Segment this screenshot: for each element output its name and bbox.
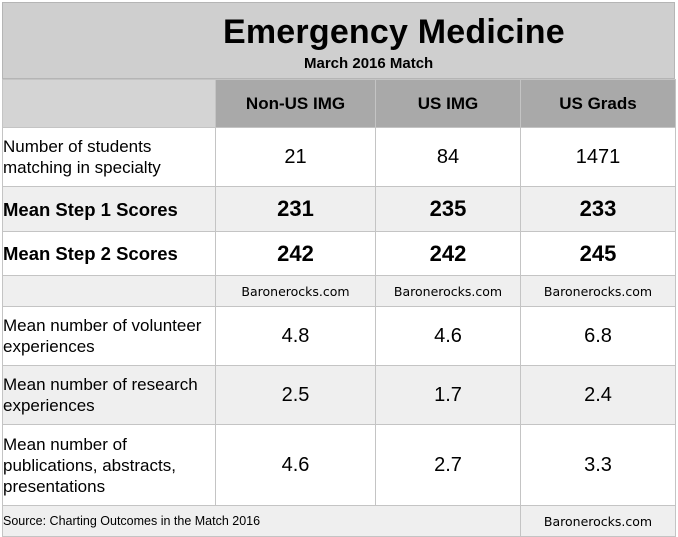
cell-value: 4.8 bbox=[215, 306, 376, 366]
cell-value: 1.7 bbox=[375, 365, 521, 425]
cell-value: 21 bbox=[215, 127, 376, 187]
row-label-publications: Mean number of publications, abstracts, … bbox=[2, 424, 216, 506]
page-title: Emergency Medicine bbox=[223, 13, 565, 51]
cell-value: 2.7 bbox=[375, 424, 521, 506]
cell-value: 84 bbox=[375, 127, 521, 187]
header-us-img: US IMG bbox=[375, 79, 521, 128]
header-us-grads: US Grads bbox=[520, 79, 676, 128]
cell-value: 6.8 bbox=[520, 306, 676, 366]
table-header-row: Non-US IMG US IMG US Grads bbox=[2, 79, 676, 128]
row-label-students: Number of students matching in specialty bbox=[2, 127, 216, 187]
row-label-volunteer: Mean number of volunteer experiences bbox=[2, 306, 216, 366]
watermark-row: Baronerocks.com Baronerocks.com Baronero… bbox=[2, 275, 676, 307]
cell-value: 3.3 bbox=[520, 424, 676, 506]
row-label-empty bbox=[2, 275, 216, 307]
cell-value: 1471 bbox=[520, 127, 676, 187]
cell-value: 235 bbox=[375, 186, 521, 232]
cell-value: 245 bbox=[520, 231, 676, 276]
table-row: Mean number of research experiences 2.5 … bbox=[2, 365, 676, 425]
cell-value: 231 bbox=[215, 186, 376, 232]
row-label-research: Mean number of research experiences bbox=[2, 365, 216, 425]
cell-value: 4.6 bbox=[215, 424, 376, 506]
table-row: Number of students matching in specialty… bbox=[2, 127, 676, 187]
table-row: Mean Step 1 Scores 231 235 233 bbox=[2, 186, 676, 232]
title-block: Emergency Medicine March 2016 Match bbox=[2, 2, 675, 79]
table-row: Mean number of publications, abstracts, … bbox=[2, 424, 676, 506]
footer-watermark: Baronerocks.com bbox=[520, 505, 676, 537]
match-stats-table: Non-US IMG US IMG US Grads Number of stu… bbox=[2, 79, 676, 537]
watermark-text: Baronerocks.com bbox=[375, 275, 521, 307]
watermark-text: Baronerocks.com bbox=[215, 275, 376, 307]
row-label-step2: Mean Step 2 Scores bbox=[2, 231, 216, 276]
cell-value: 242 bbox=[215, 231, 376, 276]
cell-value: 2.5 bbox=[215, 365, 376, 425]
header-non-us-img: Non-US IMG bbox=[215, 79, 376, 128]
row-label-text: Number of students matching in specialty bbox=[3, 137, 161, 177]
row-label-step1: Mean Step 1 Scores bbox=[2, 186, 216, 232]
cell-value: 4.6 bbox=[375, 306, 521, 366]
cell-value: 242 bbox=[375, 231, 521, 276]
cell-value: 2.4 bbox=[520, 365, 676, 425]
footer-row: Source: Charting Outcomes in the Match 2… bbox=[2, 505, 676, 537]
page-subtitle: March 2016 Match bbox=[304, 55, 434, 72]
table-row: Mean number of volunteer experiences 4.8… bbox=[2, 306, 676, 366]
header-blank-cell bbox=[2, 79, 216, 128]
watermark-text: Baronerocks.com bbox=[520, 275, 676, 307]
cell-value: 233 bbox=[520, 186, 676, 232]
table-row: Mean Step 2 Scores 242 242 245 bbox=[2, 231, 676, 276]
source-note: Source: Charting Outcomes in the Match 2… bbox=[2, 505, 521, 537]
